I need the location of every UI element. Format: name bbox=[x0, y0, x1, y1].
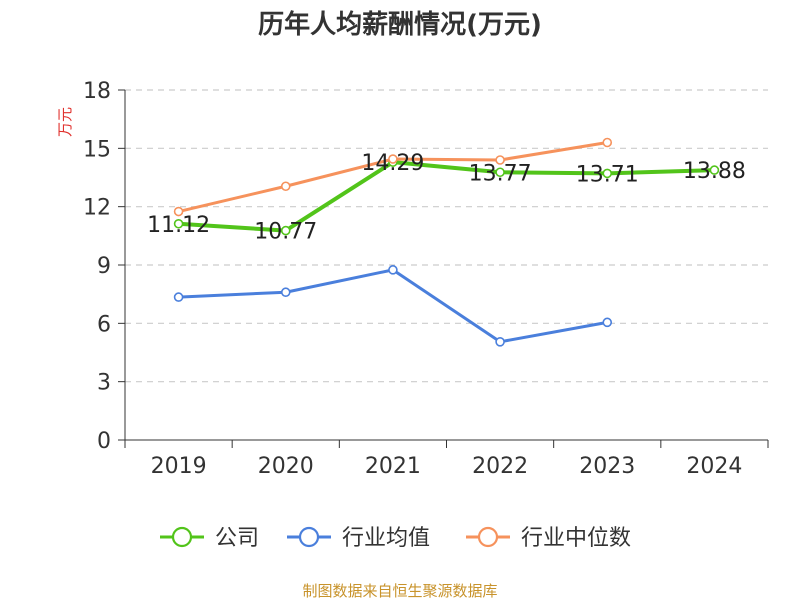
data-point[interactable] bbox=[388, 154, 398, 164]
series-1 bbox=[173, 157, 720, 236]
data-label: 13.71 bbox=[576, 162, 639, 187]
data-point[interactable] bbox=[495, 167, 505, 178]
data-point[interactable] bbox=[388, 265, 398, 275]
y-tick-label: 12 bbox=[83, 196, 111, 221]
series bbox=[173, 137, 720, 347]
data-point[interactable] bbox=[709, 165, 720, 175]
data-label: 10.77 bbox=[254, 220, 317, 245]
grid-lines bbox=[125, 89, 768, 383]
data-point[interactable] bbox=[280, 287, 291, 298]
data-point[interactable] bbox=[173, 206, 184, 217]
legend-label: 行业均值 bbox=[342, 526, 430, 551]
axes: 0 3 6 9 12 15 18 2019 2020 2021 2022 2023 2024 bbox=[83, 79, 769, 479]
source-note: 制图数据来自恒生聚源数据库 bbox=[302, 582, 497, 600]
legend-item[interactable]: 行业中位数 bbox=[466, 526, 631, 551]
data-point[interactable] bbox=[495, 155, 505, 165]
y-tick-label: 9 bbox=[97, 254, 111, 279]
data-point[interactable] bbox=[173, 292, 184, 302]
data-point[interactable] bbox=[173, 218, 184, 229]
legend-marker bbox=[477, 526, 499, 548]
legend-item[interactable]: 行业均值 bbox=[287, 526, 430, 551]
legend-marker bbox=[171, 526, 193, 548]
data-point[interactable] bbox=[280, 181, 291, 192]
x-tick-label: 2020 bbox=[258, 454, 314, 479]
y-axis-label: 万元 bbox=[56, 107, 74, 137]
x-tick-label: 2022 bbox=[472, 454, 528, 479]
legend-label: 公司 bbox=[215, 526, 259, 551]
series-line bbox=[176, 160, 717, 233]
data-labels: 11.12 10.77 14.29 13.77 13.71 13.88 bbox=[147, 151, 746, 244]
x-tick-label: 2021 bbox=[365, 454, 421, 479]
chart-title: 历年人均薪酬情况(万元) bbox=[258, 9, 542, 40]
y-tick-label: 15 bbox=[83, 137, 111, 162]
series-2 bbox=[173, 265, 613, 347]
data-label: 13.77 bbox=[469, 161, 532, 186]
legend-marker bbox=[298, 526, 320, 548]
data-label: 11.12 bbox=[147, 213, 210, 238]
data-point[interactable] bbox=[602, 137, 613, 148]
x-tick-label: 2023 bbox=[579, 454, 635, 479]
y-tick-label: 0 bbox=[97, 429, 111, 454]
series-line bbox=[177, 268, 609, 344]
x-tick-label: 2024 bbox=[686, 454, 742, 479]
data-label: 13.88 bbox=[683, 159, 746, 184]
y-tick-label: 18 bbox=[83, 79, 111, 104]
data-point[interactable] bbox=[602, 317, 613, 328]
data-point[interactable] bbox=[602, 168, 613, 179]
data-point[interactable] bbox=[280, 225, 291, 236]
data-label: 14.29 bbox=[361, 151, 424, 176]
legend-label: 行业中位数 bbox=[521, 526, 631, 551]
y-tick-label: 3 bbox=[97, 371, 111, 396]
y-tick-label: 6 bbox=[97, 312, 111, 337]
x-tick-label: 2019 bbox=[151, 454, 207, 479]
legend-item[interactable]: 公司 bbox=[160, 526, 259, 551]
series-3 bbox=[173, 137, 613, 217]
data-point[interactable] bbox=[495, 337, 505, 347]
legend[interactable]: 公司 行业均值 行业中位数 bbox=[160, 526, 631, 551]
